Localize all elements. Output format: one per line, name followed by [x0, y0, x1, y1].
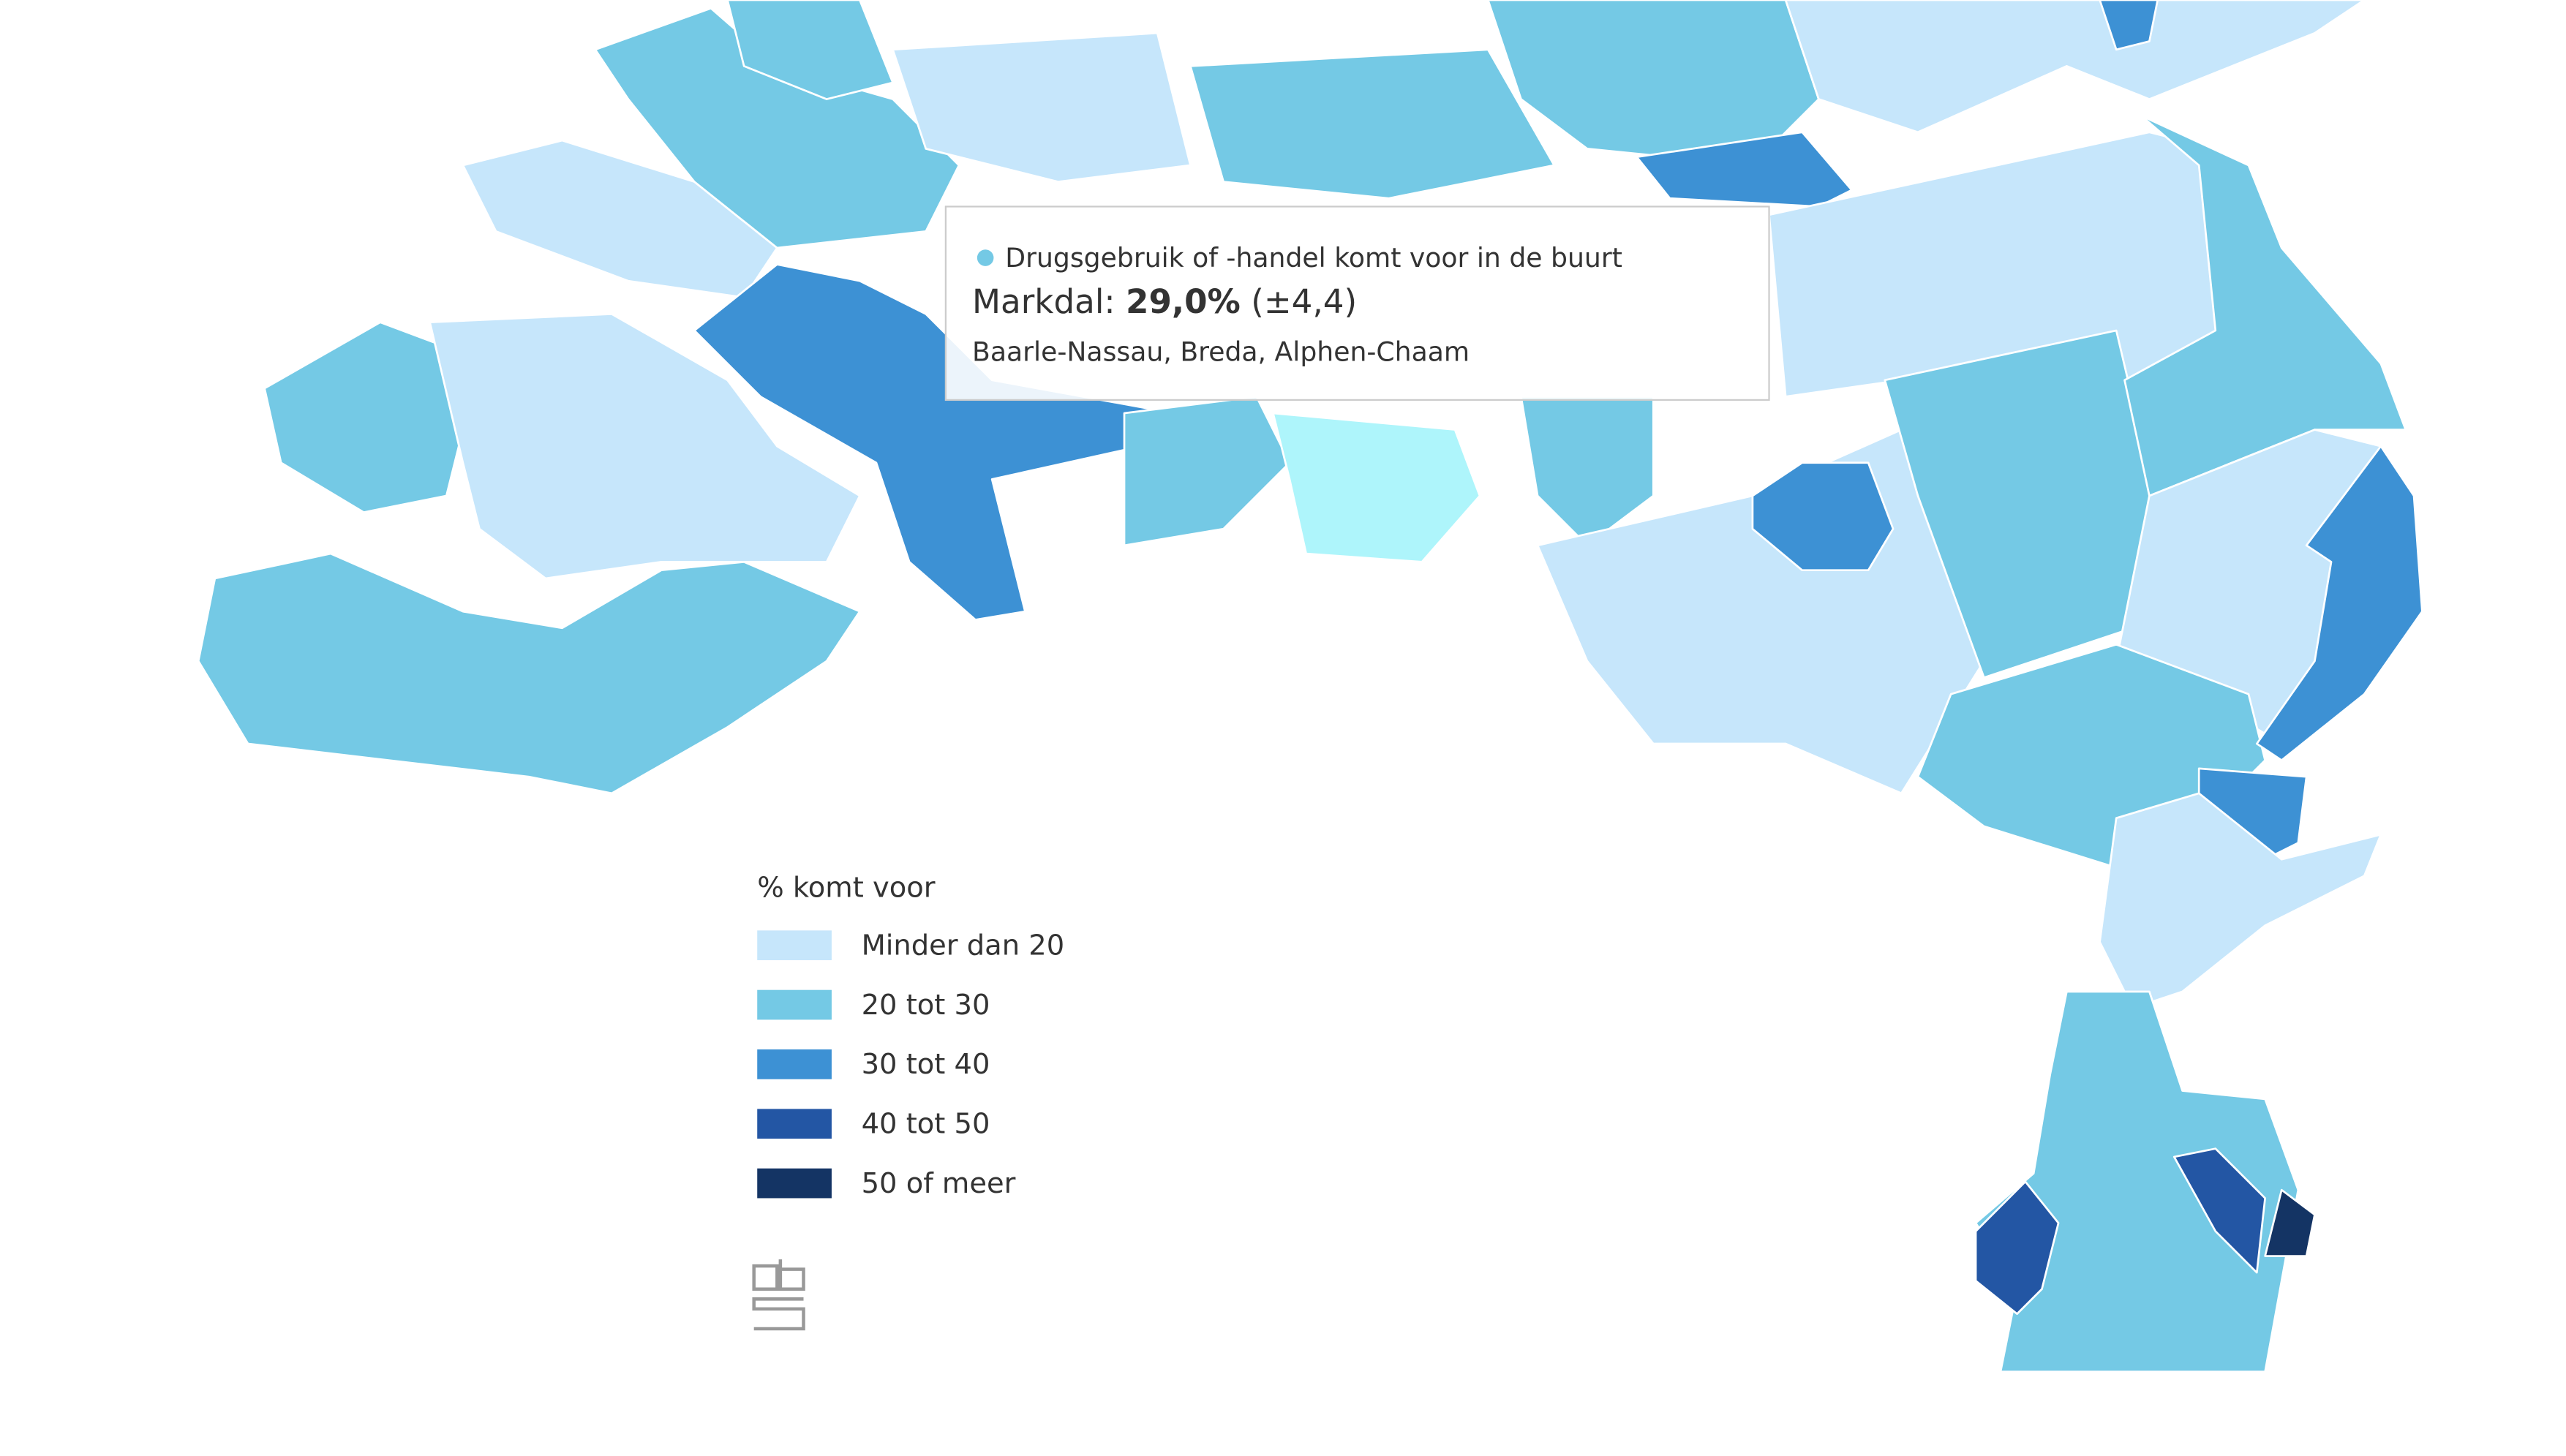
- tooltip-value: 29,0%: [1126, 282, 1241, 321]
- tooltip-municipalities: Baarle-Nassau, Breda, Alphen-Chaam: [972, 336, 1470, 368]
- tooltip-region: Markdal:: [972, 282, 1115, 321]
- region[interactable]: [2099, 792, 2382, 1009]
- region[interactable]: [2172, 1147, 2266, 1274]
- legend-label: 40 tot 50: [862, 1108, 990, 1141]
- legend-swatch: [757, 1049, 832, 1079]
- region[interactable]: [1272, 412, 1481, 563]
- tooltip: Drugsgebruik of -handel komt voor in de …: [944, 205, 1770, 401]
- region[interactable]: [1974, 990, 2300, 1373]
- legend-swatch: [757, 930, 832, 961]
- tooltip-box: [944, 205, 1770, 401]
- tooltip-margin: (±4,4): [1251, 282, 1357, 321]
- region[interactable]: [462, 139, 778, 299]
- tooltip-series: Drugsgebruik of -handel komt voor in de …: [1005, 242, 1622, 274]
- tooltip-marker: [977, 249, 994, 266]
- region[interactable]: [1636, 131, 1853, 208]
- region[interactable]: [1123, 396, 1291, 547]
- region[interactable]: [1189, 48, 1556, 200]
- region[interactable]: [263, 321, 464, 513]
- legend-label: Minder dan 20: [862, 929, 1065, 962]
- cbs-logo: [752, 1259, 805, 1331]
- legend: % komt voor Minder dan 20 20 tot 30 30 tot…: [757, 871, 1064, 1200]
- regions: [197, 0, 2423, 1373]
- region[interactable]: [197, 552, 861, 795]
- region[interactable]: [2099, 0, 2159, 51]
- region[interactable]: [1751, 461, 1895, 572]
- region[interactable]: [429, 313, 861, 580]
- region[interactable]: [726, 0, 894, 100]
- legend-title: % komt voor: [757, 871, 935, 904]
- region[interactable]: [2255, 445, 2423, 761]
- region[interactable]: [2264, 1188, 2316, 1257]
- legend-label: 20 tot 30: [862, 989, 990, 1022]
- region[interactable]: [1784, 0, 2366, 134]
- legend-label: 50 of meer: [862, 1167, 1016, 1200]
- legend-swatch: [757, 1168, 832, 1199]
- region[interactable]: [1884, 329, 2183, 679]
- legend-label: 30 tot 40: [862, 1048, 990, 1081]
- region[interactable]: [892, 31, 1192, 183]
- legend-swatch: [757, 1109, 832, 1139]
- region[interactable]: [693, 263, 1175, 621]
- tooltip-line: Markdal: 29,0% (±4,4): [972, 282, 1357, 321]
- legend-swatch: [757, 989, 832, 1020]
- region[interactable]: [1974, 1180, 2060, 1316]
